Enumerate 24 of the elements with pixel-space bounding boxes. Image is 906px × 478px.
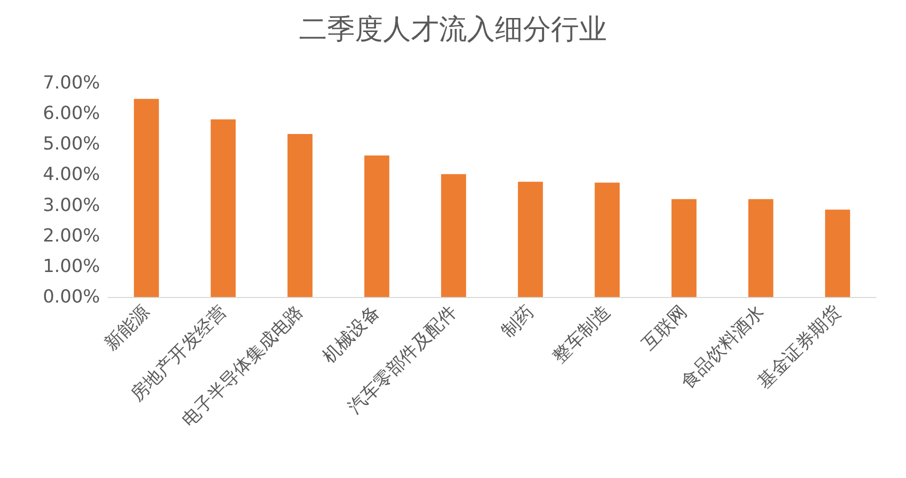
x-tick-label: 制药: [498, 302, 538, 342]
y-tick-label: 4.00%: [42, 164, 100, 186]
bar: [748, 199, 774, 297]
bar: [364, 155, 390, 297]
bar: [288, 134, 312, 297]
x-tick-label: 新能源: [100, 302, 154, 355]
y-tick-label: 0.00%: [42, 286, 100, 308]
chart-title: 二季度人才流入细分行业: [299, 12, 607, 46]
x-tick-label: 互联网: [638, 302, 692, 355]
y-tick-label: 5.00%: [42, 134, 100, 155]
bar: [672, 199, 696, 297]
y-tick-label: 7.00%: [42, 72, 100, 94]
y-tick-label: 3.00%: [42, 194, 100, 216]
bar: [825, 210, 850, 297]
y-tick-label: 2.00%: [42, 225, 100, 246]
x-tick-label: 机械设备: [318, 302, 384, 368]
y-tick-label: 6.00%: [42, 103, 100, 124]
bar: [441, 174, 466, 297]
bar: [518, 182, 543, 297]
bar: [594, 182, 620, 297]
bar: [134, 98, 159, 297]
x-tick-label: 整车制造: [548, 302, 615, 368]
y-tick-label: 1.00%: [42, 256, 100, 277]
bar: [210, 119, 236, 297]
